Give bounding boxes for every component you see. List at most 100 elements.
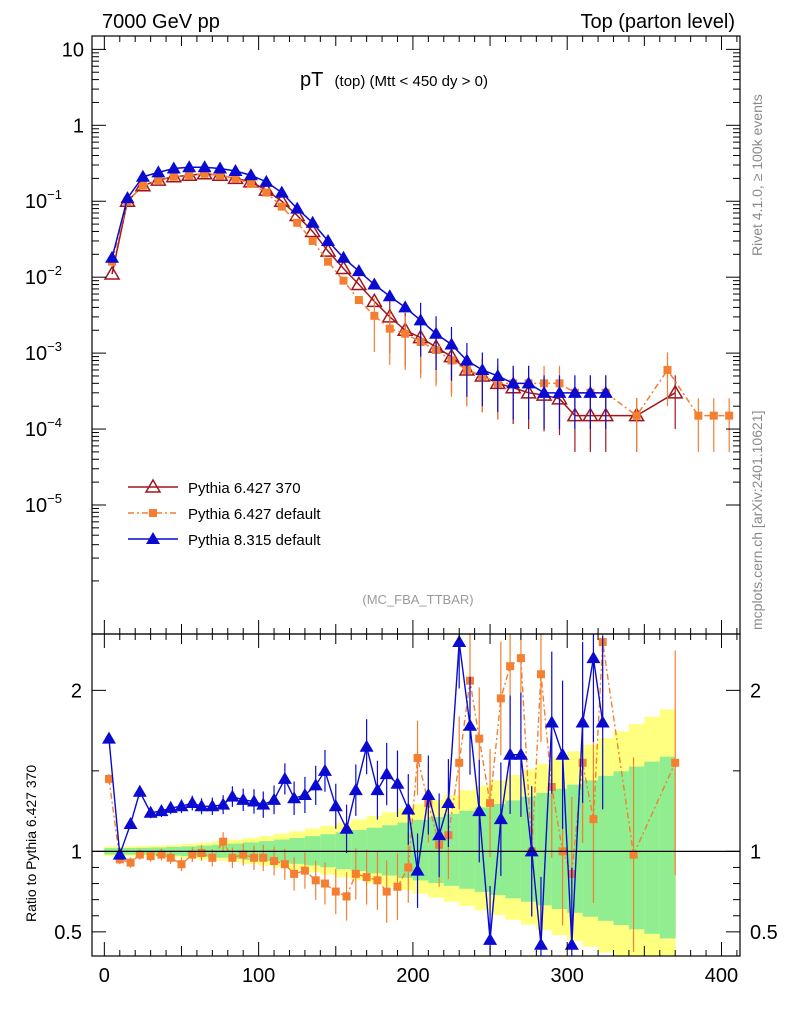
green-band-segment xyxy=(659,756,676,939)
data-point xyxy=(503,747,518,760)
ratio-series-1 xyxy=(101,634,610,956)
legend-entry-pythia-6427-370: Pythia 6.427 370 xyxy=(128,478,301,497)
data-point xyxy=(421,788,436,800)
data-point xyxy=(200,169,209,178)
data-point xyxy=(382,289,397,302)
x-tick-label: 200 xyxy=(396,965,429,987)
data-point xyxy=(475,362,490,375)
data-point xyxy=(185,796,200,809)
green-band-segment xyxy=(351,830,368,872)
data-point xyxy=(219,837,228,846)
data-point xyxy=(135,169,150,182)
data-point xyxy=(259,853,268,862)
data-point xyxy=(694,411,703,420)
data-point xyxy=(666,384,684,399)
ratio-tick-label-right: 0.5 xyxy=(750,922,778,944)
data-point xyxy=(567,385,582,398)
data-point xyxy=(157,850,166,859)
data-point xyxy=(154,804,169,817)
green-band-segment xyxy=(366,827,383,874)
data-point xyxy=(513,747,528,760)
ratio-tick-label: 2 xyxy=(71,680,82,702)
x-tick-label: 300 xyxy=(551,965,584,987)
data-point xyxy=(586,651,601,664)
data-point xyxy=(351,264,366,277)
data-point xyxy=(725,411,734,420)
y-tick-exponent: −1 xyxy=(47,187,62,202)
data-point xyxy=(274,185,289,198)
data-point xyxy=(205,799,220,812)
data-point xyxy=(459,353,474,366)
y-tick-base: 10 xyxy=(25,191,47,213)
data-point xyxy=(216,797,231,810)
data-point xyxy=(270,857,279,866)
x-tick-label: 400 xyxy=(705,965,738,987)
series-line xyxy=(111,166,606,394)
open-triangle-marker xyxy=(144,478,162,493)
data-point xyxy=(225,789,240,802)
data-point xyxy=(463,718,477,731)
y-tick-exponent: −4 xyxy=(47,415,62,430)
data-point xyxy=(486,799,495,808)
data-point xyxy=(174,799,189,812)
y-tick-exponent: −3 xyxy=(47,339,62,354)
y-tick-label: 10−1 xyxy=(25,187,62,213)
data-point xyxy=(319,242,337,257)
data-point xyxy=(382,887,391,896)
data-point xyxy=(308,236,317,245)
data-point xyxy=(373,876,382,885)
data-point xyxy=(197,848,206,857)
data-point xyxy=(182,160,197,173)
data-point xyxy=(126,858,135,867)
green-band-segment xyxy=(443,813,460,886)
data-point xyxy=(308,778,323,791)
data-point xyxy=(143,805,158,818)
data-point xyxy=(359,739,374,752)
data-point xyxy=(138,181,147,190)
data-point xyxy=(537,385,552,398)
data-point xyxy=(321,233,336,246)
data-point xyxy=(564,937,579,950)
data-point xyxy=(444,337,459,350)
data-point xyxy=(287,791,302,804)
y-tick-base: 10 xyxy=(25,495,47,517)
data-point xyxy=(401,329,410,338)
data-point xyxy=(290,201,305,214)
data-point xyxy=(188,850,197,859)
data-point xyxy=(277,771,292,784)
data-point xyxy=(413,753,422,762)
data-point xyxy=(410,863,425,876)
data-point xyxy=(105,250,120,263)
plot-title-main: pT xyxy=(300,69,323,91)
ratio-tick-label-right: 1 xyxy=(750,841,761,863)
data-point xyxy=(370,783,385,796)
data-point xyxy=(506,376,521,389)
green-band-segment xyxy=(628,766,645,930)
data-point xyxy=(101,731,116,744)
data-point xyxy=(351,869,360,878)
data-point xyxy=(441,796,456,809)
data-point xyxy=(169,172,178,181)
green-band-segment xyxy=(536,792,553,906)
data-point xyxy=(305,215,320,228)
data-point xyxy=(311,876,320,885)
y-tick-exponent: −2 xyxy=(47,263,62,278)
green-band-segment xyxy=(613,771,630,926)
data-point xyxy=(595,715,610,728)
data-point xyxy=(304,222,321,238)
data-point xyxy=(166,853,175,862)
analysis-label: (MC_FBA_TTBAR) xyxy=(362,592,473,607)
ratio-plot-frame xyxy=(91,633,741,957)
y-tick-base: 10 xyxy=(25,343,47,365)
legend-entry-pythia-6427-default: Pythia 6.427 default xyxy=(128,506,321,523)
data-point xyxy=(401,802,416,815)
data-point xyxy=(216,171,225,180)
data-point xyxy=(324,257,333,266)
data-point xyxy=(379,767,394,780)
data-point xyxy=(336,250,351,263)
y-tick-label: 1 xyxy=(73,115,84,137)
green-band-segment xyxy=(382,825,398,876)
ratio-curves xyxy=(101,634,680,956)
